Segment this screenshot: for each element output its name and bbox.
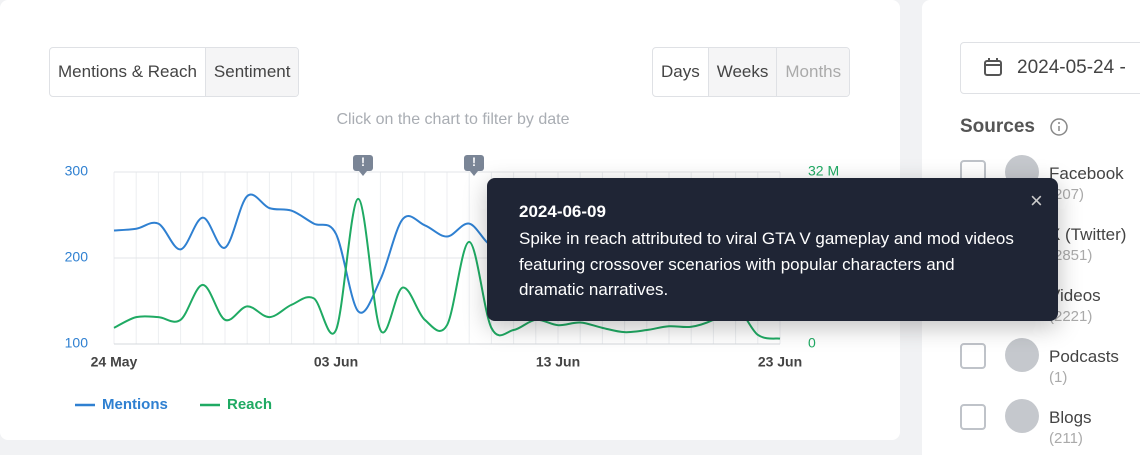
close-button[interactable]: × — [1030, 188, 1043, 213]
x-tick-label: 13 Jun — [536, 354, 580, 370]
source-name: Blogs — [1049, 408, 1092, 427]
source-icon — [1005, 399, 1039, 433]
x-tick-label: 23 Jun — [758, 354, 802, 370]
y2-tick-label: 32 M — [808, 163, 839, 179]
x-tick-label: 24 May — [91, 354, 138, 370]
period[interactable]: Months — [776, 48, 850, 96]
chart-subtitle: Click on the chart to filter by date — [337, 111, 570, 128]
y-tick-label: 200 — [65, 249, 89, 265]
source-name: Podcasts — [1049, 347, 1119, 366]
sources-title: Sources — [960, 116, 1035, 137]
checkbox[interactable] — [960, 404, 986, 430]
source-count: (2221) — [1049, 308, 1093, 325]
line-series — [113, 197, 781, 340]
event-flag[interactable]: ! — [464, 155, 484, 176]
source-name: Videos — [1049, 286, 1101, 305]
legend-label: Reach — [227, 396, 272, 413]
date-picker[interactable]: 2024-05-24 - — [960, 42, 1140, 94]
period[interactable]: Weeks — [707, 48, 777, 96]
source-icon — [1005, 338, 1039, 372]
chart[interactable]: 100 200 300 0 32 M 24 May 03 Jun 13 Jun 23 Jun Me… — [0, 0, 900, 440]
tooltip: 2024-06-09 Spike in reach attributed to … — [487, 178, 1058, 321]
tooltip-text: Spike in reach attributed to viral GTA V… — [519, 229, 1014, 299]
source-count: (2851) — [1049, 247, 1093, 264]
svg-text:!: ! — [361, 155, 365, 169]
source-name: Facebook — [1049, 164, 1124, 183]
y-tick-label: 300 — [65, 163, 89, 179]
legend-label: Mentions — [102, 396, 168, 413]
tab-group: Mentions & Reach Sentiment — [49, 47, 300, 97]
checkbox[interactable] — [960, 343, 986, 369]
info-icon[interactable] — [1049, 117, 1069, 137]
y2-tick-label: 0 — [808, 335, 816, 351]
calendar-icon — [984, 58, 1002, 76]
source-name: X (Twitter) — [1049, 225, 1127, 244]
plot: 100 200 300 0 32 M 24 May 03 Jun 13 Jun 23 Jun Me… — [65, 163, 839, 413]
tab[interactable]: Mentions & Reach — [58, 62, 197, 81]
period-group: Days Weeks Months — [652, 47, 851, 97]
svg-text:!: ! — [472, 155, 476, 169]
tooltip-date: 2024-06-09 — [519, 202, 606, 221]
x-tick-label: 03 Jun — [314, 354, 358, 370]
y-tick-label: 100 — [65, 335, 89, 351]
source-count: (1) — [1049, 369, 1068, 386]
tab[interactable]: Sentiment — [204, 48, 299, 96]
date-range: 2024-05-24 - — [1017, 57, 1126, 78]
period[interactable]: Days — [661, 62, 700, 81]
event-flag[interactable]: ! — [353, 155, 373, 176]
source-count: (211) — [1049, 430, 1083, 447]
